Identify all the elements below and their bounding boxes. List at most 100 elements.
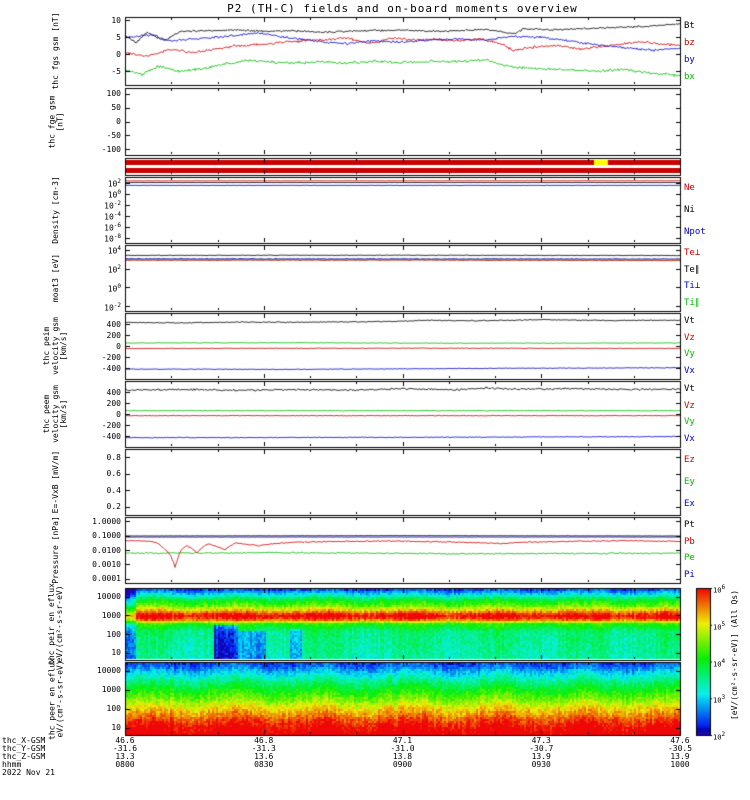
exponent: -2 [113,301,121,309]
exponent: 4 [117,245,121,253]
colorbar-tick-4: 102 [713,731,726,742]
ytick-density-4: 10-6 [104,222,121,233]
trace-label-moat3-Ti: Ti⊥ [684,281,701,292]
trace-label-vi-Vy: Vy [684,349,695,360]
ytick-density-3: 10-4 [104,211,121,222]
ytick-ve-0: 400 [106,387,121,397]
xaxis-value-1-4: -30.5 [667,744,693,753]
exponent: 4 [721,657,726,665]
xaxis-row-label-0: thc_X-GSM [2,736,46,745]
trace-label-vi-Vz: Vz [684,332,695,343]
xaxis-value-0-4: 47.6 [670,736,690,745]
trace-label-fgs-Bt: Bt [684,20,695,31]
ytick-fgs-2: 0 [116,49,121,59]
exponent: 3 [721,694,726,702]
ytick-fge-3: -50 [106,130,121,140]
exponent: 2 [117,178,121,185]
ytick-fge-2: 0 [116,117,121,126]
ytick-moat3-3: 10-2 [104,301,121,313]
xaxis-value-1-0: -31.6 [112,744,138,753]
ytick-vi-4: -400 [101,363,121,373]
plot-title: P2 (TH-C) fields and on-board moments ov… [227,2,578,15]
ytick-efield-2: 0.4 [106,485,121,495]
colorbar-tick-3: 103 [713,694,726,705]
xaxis-value-2-1: 13.6 [254,752,274,761]
xaxis-value-3-1: 0830 [254,760,274,769]
ytick-density-0: 102 [107,178,121,189]
exponent: 0 [117,189,121,196]
ytick-density-2: 10-2 [104,200,121,211]
exponent: -2 [113,200,121,207]
ytick-pressure-3: 0.0010 [92,559,121,569]
trace-label-ve-Vt: Vt [684,384,695,395]
ytick-fgs-1: 5 [116,32,121,42]
xaxis-value-1-2: -31.0 [390,744,415,753]
trace-label-density-Npot: Npot [684,227,706,237]
trace-label-ve-Vx: Vx [684,433,695,444]
xaxis-value-0-0: 46.6 [115,736,135,745]
trace-label-pressure-Pi: Pi [684,569,695,580]
ytick-density-5: 10-8 [104,233,121,244]
xaxis-value-3-0: 0800 [115,760,135,769]
trace-label-moat3-Te: Te⊥ [684,248,701,259]
trace-label-vi-Vt: Vt [684,316,695,327]
xaxis-row-label-1: thc_Y-GSM [2,744,46,753]
trace-label-fgs-bx: bx [684,71,695,82]
ytick-pressure-2: 0.0100 [92,545,121,555]
xaxis-value-3-3: 0930 [531,760,551,769]
xaxis-value-2-2: 13.8 [392,752,413,761]
trace-label-density-Ni: Ni [684,205,695,215]
xaxis-row-label-2: thc_Z-GSM [2,752,46,761]
ytick-ve-2: 0 [116,409,121,419]
trace-label-moat3-Ti: Ti∥ [684,297,700,308]
ytick-efield-3: 0.2 [106,502,121,512]
ytick-vi-2: 0 [116,341,121,351]
ytick-fge-1: 50 [111,103,121,113]
ytick-fge-0: 100 [106,89,121,99]
ytick-vi-3: -200 [101,352,121,362]
exponent: 6 [721,584,726,591]
exponent: 0 [117,282,121,290]
ytick-pressure-0: 1.0000 [92,516,121,526]
trace-label-ve-Vy: Vy [684,417,695,428]
trace-label-vi-Vx: Vx [684,365,695,376]
ytick-ionspec-0: 10000 [96,592,121,602]
exponent: 2 [117,264,121,272]
colorbar-unit-label: [eV/(cm²-s-sr-eV)] (All Qs) [729,589,739,721]
ytick-efield-0: 0.8 [106,452,121,462]
ytick-efield-1: 0.6 [106,469,121,479]
plot-date: 2022 Nov 21 [2,768,55,777]
xaxis-value-2-0: 13.3 [115,752,135,761]
ytick-ve-3: -200 [101,420,121,430]
xaxis-value-1-1: -31.3 [251,744,276,753]
trace-label-pressure-Pt: Pt [684,520,695,531]
ytick-fge-4: -100 [101,144,121,154]
xaxis-value-1-3: -30.7 [529,744,554,753]
ytick-vi-0: 400 [106,319,121,329]
trace-label-pressure-Pb: Pb [684,536,695,547]
xaxis-value-2-4: 13.9 [670,752,690,761]
xaxis-value-0-1: 46.8 [254,736,274,745]
xaxis-value-2-3: 13.9 [531,752,551,761]
exponent: -6 [113,222,121,229]
ytick-moat3-0: 104 [107,245,121,256]
ytick-fgs-0: 10 [111,15,121,25]
ytick-espec-1: 1000 [101,685,121,695]
ytick-espec-3: 10 [111,723,121,732]
ytick-ve-4: -400 [101,431,121,441]
trace-label-efield-Ez: Ez [684,455,695,465]
exponent: 2 [721,731,726,738]
exponent: -4 [113,211,121,218]
ytick-fgs-3: -5 [111,66,121,76]
trace-label-efield-Ey: Ey [684,477,695,487]
trace-label-moat3-Te: Te∥ [684,264,700,275]
trace-label-density-Ne: Ne [684,183,695,193]
trace-label-ve-Vz: Vz [684,400,695,411]
trace-label-fgs-bz: bz [684,37,695,48]
exponent: -8 [113,233,121,240]
ytick-espec-0: 10000 [96,666,121,676]
ytick-ionspec-1: 1000 [101,610,121,620]
xaxis-value-0-3: 47.3 [531,736,551,745]
